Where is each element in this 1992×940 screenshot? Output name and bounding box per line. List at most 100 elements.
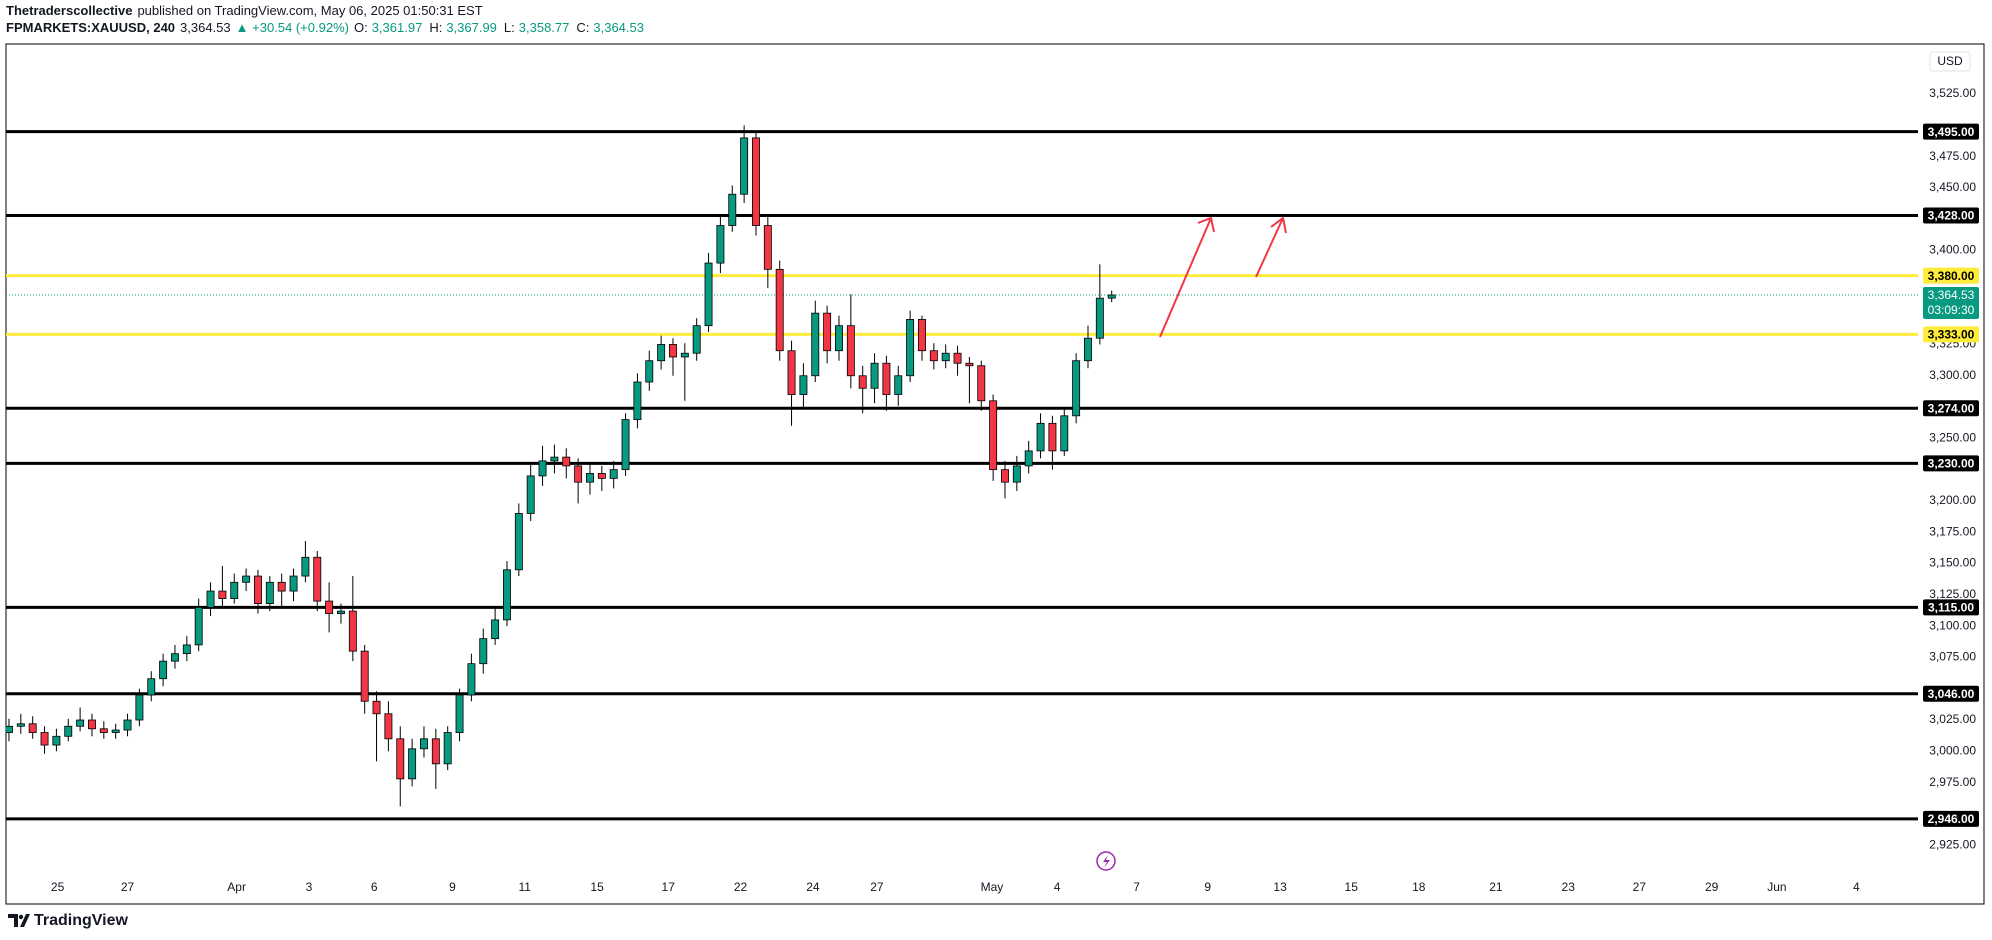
y-tick-label: 3,075.00 xyxy=(1929,650,1976,664)
candle-body xyxy=(609,469,618,479)
level-label: 3,333.00 xyxy=(1928,328,1975,342)
x-tick-label: 9 xyxy=(449,880,456,894)
ohlc-value: 3,367.99 xyxy=(446,20,497,35)
candle-body xyxy=(846,325,855,377)
x-tick-label: 3 xyxy=(306,880,313,894)
logo-dot xyxy=(18,914,24,920)
candle-body xyxy=(1084,337,1092,362)
x-tick-label: 27 xyxy=(121,880,135,894)
x-tick-label: 29 xyxy=(1705,880,1719,894)
candle-body xyxy=(159,660,168,680)
candle-body xyxy=(313,556,322,602)
ohlc-label: L: xyxy=(503,20,515,35)
x-tick-label: 18 xyxy=(1412,880,1426,894)
candle-body xyxy=(965,362,974,367)
candle-body xyxy=(372,700,381,715)
candle-body xyxy=(775,268,784,352)
x-tick-label: Jun xyxy=(1767,880,1786,894)
candle-body xyxy=(597,472,606,479)
last-price: 3,364.53 xyxy=(180,20,231,35)
candle-body xyxy=(182,644,191,655)
candle-body xyxy=(325,600,334,615)
publish-info: published on TradingView.com, May 06, 20… xyxy=(137,3,483,18)
currency-box xyxy=(1929,51,1971,72)
logo xyxy=(8,914,30,927)
candle-body xyxy=(384,713,393,740)
x-tick-label: 7 xyxy=(1133,880,1140,894)
candle-body xyxy=(254,575,262,604)
x-tick-label: 17 xyxy=(662,880,676,894)
candle-body xyxy=(692,325,701,354)
candle-body xyxy=(301,556,310,577)
candle-body xyxy=(870,362,879,389)
candle-body xyxy=(218,590,227,599)
logo-mark xyxy=(20,914,30,927)
y-tick-label: 3,175.00 xyxy=(1929,524,1976,538)
candle-body xyxy=(574,465,583,483)
publisher: Thetraderscollective xyxy=(6,3,133,18)
x-tick-label: 25 xyxy=(51,880,65,894)
candle-body xyxy=(40,732,49,746)
candle-body xyxy=(147,678,156,696)
candle-body xyxy=(633,381,642,420)
currency: USD xyxy=(1937,54,1963,68)
candle-body xyxy=(467,663,476,696)
candle-body xyxy=(953,352,962,364)
candle-body xyxy=(657,344,666,362)
candle-body xyxy=(728,193,737,226)
x-tick-label: 15 xyxy=(590,880,604,894)
candle-body xyxy=(1072,360,1081,417)
brand: TradingView xyxy=(34,912,129,929)
y-tick-label: 3,450.00 xyxy=(1929,180,1976,194)
arrow-head xyxy=(1270,216,1287,234)
x-tick-label: 6 xyxy=(371,880,378,894)
x-tick-label: 21 xyxy=(1489,880,1503,894)
candle-body xyxy=(538,460,547,477)
y-tick-label: 2,925.00 xyxy=(1929,837,1976,851)
candle-body xyxy=(408,748,417,780)
ohlc-label: O: xyxy=(353,20,368,35)
candle-body xyxy=(206,590,215,608)
level-label: 3,380.00 xyxy=(1928,269,1975,283)
candle-body xyxy=(1024,450,1033,467)
event-circle xyxy=(1096,851,1116,871)
candle-body xyxy=(645,360,654,383)
candle-body xyxy=(88,719,96,730)
level-label-box xyxy=(1923,685,1979,702)
countdown: 03:09:30 xyxy=(1928,303,1975,317)
level-label: 3,428.00 xyxy=(1928,209,1975,223)
candle-body xyxy=(562,456,571,467)
ohlc-value: 3,364.53 xyxy=(593,20,644,35)
candle-body xyxy=(989,400,998,471)
candle-body xyxy=(16,723,25,727)
last-price-label: 3,364.53 xyxy=(1928,288,1975,302)
publish-line: Thetraderscollective published on Tradin… xyxy=(6,3,483,18)
candle-body xyxy=(787,350,796,395)
candle-body xyxy=(514,513,523,571)
ohlc-label: C: xyxy=(576,20,590,35)
candle-body xyxy=(680,352,689,358)
candle-body xyxy=(396,738,405,780)
candle-body xyxy=(1048,422,1057,452)
candle-body xyxy=(28,723,37,733)
candle-body xyxy=(669,344,677,358)
candle-body xyxy=(289,575,298,592)
candle-body xyxy=(194,606,203,646)
y-tick-label: 3,400.00 xyxy=(1929,243,1976,257)
candle-body xyxy=(503,569,511,621)
candle-body xyxy=(360,650,369,702)
y-tick-label: 2,975.00 xyxy=(1929,775,1976,789)
arrow xyxy=(1255,217,1284,278)
candle-body xyxy=(586,472,594,483)
candle-body xyxy=(6,725,13,733)
candle-body xyxy=(752,137,760,226)
symbol-line: FPMARKETS:XAUUSD, 240 3,364.53 ▲ +30.54 … xyxy=(6,20,647,35)
level-label: 3,115.00 xyxy=(1928,601,1974,615)
y-tick-label: 3,025.00 xyxy=(1929,712,1976,726)
candle-body xyxy=(99,728,108,733)
event-icon xyxy=(1096,851,1116,871)
candle-body xyxy=(906,319,915,377)
y-tick-label: 3,000.00 xyxy=(1929,743,1976,757)
